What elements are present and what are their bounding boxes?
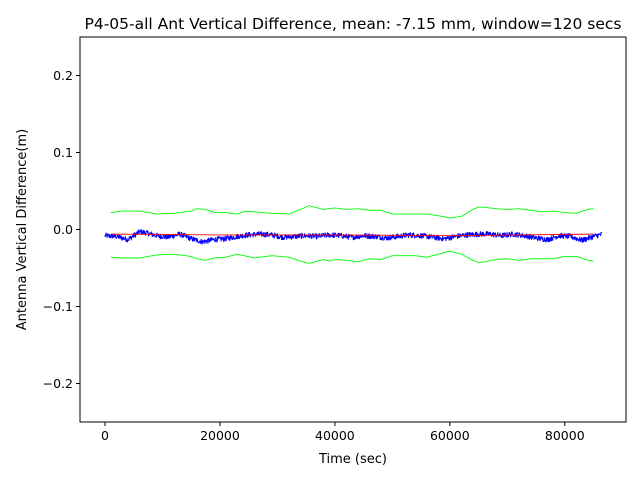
x-tick-label: 80000 (545, 428, 585, 443)
series-upper-bound-line (110, 205, 594, 219)
y-axis: −0.2 −0.1 0.0 0.1 0.2 (43, 68, 80, 391)
x-tick-label: 20000 (200, 428, 240, 443)
x-tick-label: 40000 (315, 428, 355, 443)
y-tick-label: 0.2 (53, 68, 73, 83)
chart-title: P4-05-all Ant Vertical Difference, mean:… (85, 15, 622, 33)
y-tick-label: 0.1 (53, 145, 73, 160)
x-axis-label: Time (sec) (318, 452, 387, 467)
x-axis: 0 20000 40000 60000 80000 (101, 422, 585, 443)
plot-area (104, 205, 603, 264)
x-tick-label: 60000 (430, 428, 470, 443)
plot-frame (79, 36, 627, 423)
x-tick-label: 0 (101, 428, 109, 443)
series-vertical-difference-line (104, 229, 603, 245)
y-tick-label: −0.2 (43, 376, 73, 391)
y-axis-label: Antenna Vertical Difference(m) (15, 129, 30, 330)
y-tick-label: 0.0 (53, 222, 73, 237)
series-lower-bound-line (110, 250, 594, 264)
series-running-mean-line (110, 233, 594, 237)
y-tick-label: −0.1 (43, 299, 73, 314)
